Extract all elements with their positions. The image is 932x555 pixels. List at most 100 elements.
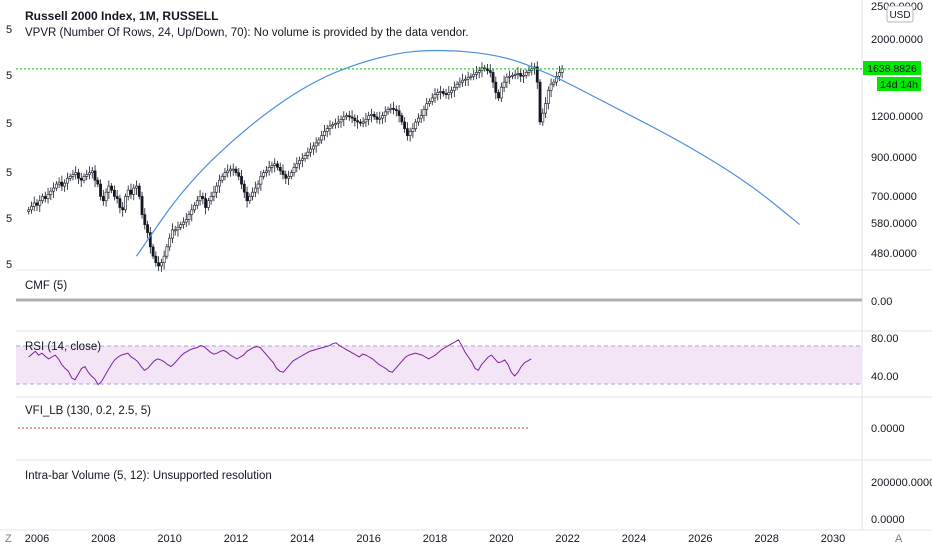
- candle-body: [143, 214, 147, 225]
- time-tick-label: 2008: [91, 533, 115, 545]
- time-tick-label: 2028: [754, 533, 778, 545]
- candle-body: [276, 163, 279, 168]
- chart-title[interactable]: Russell 2000 Index, 1M, RUSSELL: [25, 9, 218, 23]
- candle-body: [544, 103, 547, 114]
- candle-body: [218, 179, 221, 187]
- candles-series: [27, 61, 564, 272]
- candle-body: [79, 177, 83, 181]
- candle-body: [350, 116, 354, 119]
- candle-body: [284, 174, 288, 179]
- vfi-axis-tick: 0.0000: [871, 423, 905, 435]
- timezone-button[interactable]: Z: [5, 533, 12, 545]
- candle-body: [253, 187, 257, 193]
- candle-body: [372, 114, 376, 118]
- price-tick-label: 580.0000: [871, 218, 917, 230]
- candle-body: [298, 160, 301, 165]
- candle-body: [392, 107, 395, 110]
- candle-body: [256, 183, 260, 189]
- candle-body: [204, 198, 207, 208]
- candle-body: [162, 255, 166, 263]
- auto-scale-button[interactable]: A: [895, 533, 903, 545]
- candle-body: [411, 128, 415, 132]
- candle-body: [455, 83, 459, 88]
- arc-curve-drawing[interactable]: [136, 49, 801, 257]
- candle-body: [41, 196, 44, 202]
- candle-body: [129, 189, 133, 195]
- rsi-pane-label[interactable]: RSI (14, close): [25, 341, 101, 353]
- price-tick-label: 480.0000: [871, 248, 917, 260]
- candle-body: [148, 232, 152, 248]
- last-price-tag-bg: [863, 61, 921, 75]
- left-edge-digit: 5: [6, 167, 12, 179]
- currency-button[interactable]: USD: [886, 5, 914, 23]
- candle-body: [30, 206, 33, 211]
- candle-body: [464, 78, 467, 81]
- candle-body: [220, 176, 224, 181]
- candle-body: [389, 107, 393, 110]
- candle-body: [88, 172, 91, 175]
- candle-body: [295, 163, 299, 168]
- candle-body: [538, 81, 542, 123]
- countdown-tag: 14d 14h: [877, 77, 921, 91]
- cmf-pane-label[interactable]: CMF (5): [25, 280, 67, 292]
- candle-body: [444, 93, 448, 95]
- candle-body: [176, 226, 180, 231]
- candle-body: [85, 174, 89, 177]
- candle-body: [358, 121, 362, 124]
- time-tick-label: 2020: [489, 533, 513, 545]
- candle-body: [370, 114, 373, 116]
- candle-body: [262, 172, 266, 177]
- candle-body: [469, 75, 473, 78]
- candle-body: [60, 181, 64, 187]
- candle-body: [428, 101, 431, 104]
- candle-body: [314, 142, 318, 147]
- candle-body: [68, 176, 72, 179]
- candle-body: [96, 179, 100, 185]
- time-axis[interactable]: Z A 2006 2008 2010 2012 2014 2016 2018 2020 2022…: [5, 533, 903, 545]
- candle-body: [27, 209, 31, 212]
- candle-body: [364, 119, 368, 123]
- candle-body: [527, 70, 531, 73]
- candle-body: [516, 73, 520, 75]
- candle-body: [234, 168, 238, 173]
- candle-body: [356, 120, 360, 123]
- price-axis[interactable]: 2500.0000 2000.0000 1200.0000 900.0000 7…: [871, 1, 923, 260]
- candle-body: [43, 196, 47, 199]
- rsi-axis-tick: 80.00: [871, 333, 899, 345]
- candle-body: [441, 91, 445, 94]
- candle-body: [508, 75, 512, 78]
- candle-body: [35, 202, 39, 206]
- candle-body: [422, 109, 426, 116]
- candle-body: [475, 72, 478, 75]
- candle-body: [378, 117, 382, 120]
- candle-body: [461, 79, 465, 83]
- candle-body: [323, 131, 326, 136]
- candle-body: [320, 135, 324, 141]
- rsi-axis-tick: 40.00: [871, 371, 899, 383]
- candle-body: [57, 181, 61, 185]
- candle-body: [452, 86, 456, 91]
- candle-body: [491, 72, 495, 83]
- candle-body: [115, 196, 119, 199]
- candle-body: [552, 81, 556, 85]
- vfi-pane-label[interactable]: VFI_LB (130, 0.2, 2.5, 5): [25, 405, 151, 417]
- candle-body: [494, 81, 498, 93]
- candle-body: [524, 72, 528, 76]
- candle-body: [317, 139, 321, 144]
- candle-body: [381, 115, 384, 119]
- intrabar-pane-label[interactable]: Intra-bar Volume (5, 12): Unsupported re…: [25, 470, 272, 482]
- candle-body: [63, 182, 67, 187]
- candle-body: [93, 170, 97, 181]
- vpvr-label[interactable]: VPVR (Number Of Rows, 24, Up/Down, 70): …: [25, 27, 469, 39]
- candle-body: [154, 255, 158, 263]
- candle-body: [339, 119, 343, 123]
- candle-body: [193, 204, 196, 211]
- candle-body: [32, 202, 36, 207]
- candle-body: [555, 75, 559, 83]
- candle-body: [146, 224, 149, 233]
- candle-body: [107, 185, 111, 193]
- candle-body: [450, 90, 453, 93]
- candle-body: [486, 68, 489, 71]
- candle-body: [400, 115, 404, 123]
